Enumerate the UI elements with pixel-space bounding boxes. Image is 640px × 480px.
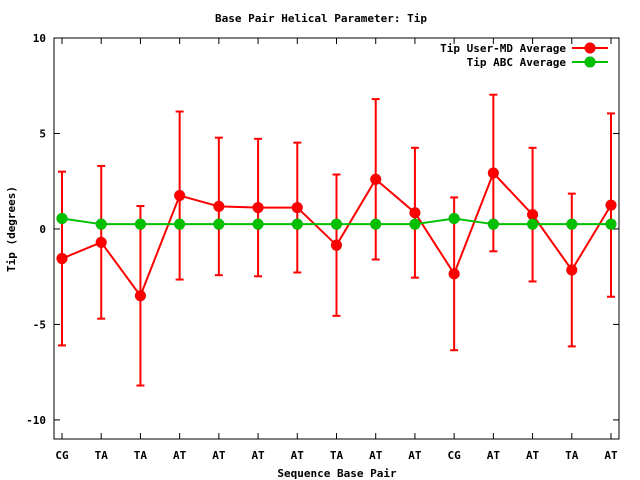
chart-title: Base Pair Helical Parameter: Tip [215, 12, 427, 25]
data-point [487, 167, 500, 179]
data-point [605, 218, 617, 230]
data-point [409, 206, 421, 219]
x-tick-label: AT [173, 449, 187, 462]
data-point [291, 218, 304, 230]
data-point [95, 236, 107, 249]
legend-label: Tip User-MD Average [440, 42, 566, 55]
x-tick-label: AT [487, 449, 501, 462]
data-point [252, 201, 264, 214]
x-tick-label: CG [55, 449, 69, 462]
data-point [291, 201, 304, 214]
data-point [134, 290, 147, 302]
y-tick-label: 10 [33, 32, 46, 45]
data-point [213, 218, 225, 230]
data-point [56, 252, 68, 265]
data-point [173, 218, 186, 230]
data-point [526, 218, 539, 230]
x-tick-label: TA [565, 449, 579, 462]
data-point [95, 218, 107, 230]
data-point [213, 200, 225, 213]
series-abc [56, 212, 617, 230]
data-point [330, 218, 343, 230]
x-tick-label: CG [448, 449, 462, 462]
x-tick-label: TA [330, 449, 344, 462]
y-tick-label: -10 [26, 414, 46, 427]
data-point [252, 218, 264, 230]
x-tick-label: TA [95, 449, 109, 462]
data-point [448, 268, 460, 280]
x-tick-label: AT [291, 449, 305, 462]
x-ticks: CG TA TA AT AT AT AT TA AT AT CG AT AT TA AT [55, 38, 618, 462]
data-point [173, 189, 186, 202]
x-tick-label: AT [604, 449, 618, 462]
y-tick-label: -5 [33, 318, 46, 331]
x-tick-label: TA [134, 449, 148, 462]
data-point [56, 212, 68, 225]
y-tick-label: 5 [39, 127, 46, 140]
legend-marker [584, 56, 596, 68]
x-axis-label: Sequence Base Pair [277, 467, 397, 480]
series-layer [56, 93, 617, 387]
y-axis-label: Tip (degrees) [5, 186, 18, 272]
x-tick-label: AT [369, 449, 383, 462]
data-point [566, 264, 578, 276]
data-point [605, 199, 617, 211]
x-tick-label: AT [408, 449, 422, 462]
y-tick-label: 0 [39, 223, 46, 236]
data-point [134, 218, 147, 230]
series-user-md [56, 93, 617, 387]
y-ticks: -10 -5 0 5 10 [26, 32, 619, 427]
x-tick-label: AT [526, 449, 540, 462]
data-point [448, 212, 460, 225]
data-point [566, 218, 578, 230]
data-point [409, 218, 421, 230]
data-point [330, 239, 343, 251]
legend-marker [584, 42, 596, 54]
data-point [487, 218, 500, 230]
x-tick-label: AT [212, 449, 226, 462]
data-point [369, 173, 382, 186]
legend-label: Tip ABC Average [467, 56, 567, 69]
x-tick-label: AT [251, 449, 265, 462]
data-point [369, 218, 382, 230]
